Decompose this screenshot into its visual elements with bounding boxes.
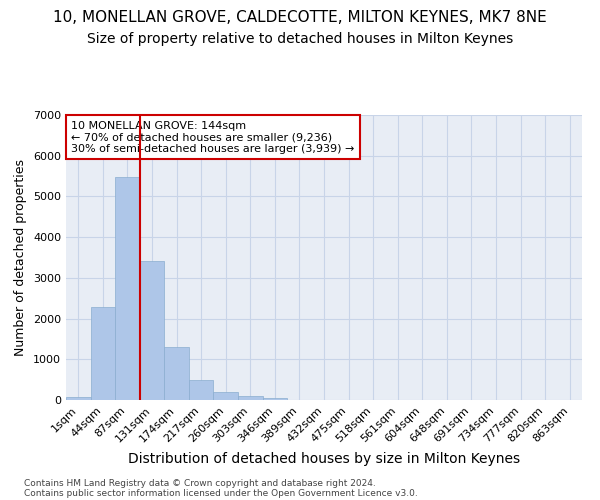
Bar [140,261,164,400]
Y-axis label: Number of detached properties: Number of detached properties [14,159,28,356]
Text: 10, MONELLAN GROVE, CALDECOTTE, MILTON KEYNES, MK7 8NE: 10, MONELLAN GROVE, CALDECOTTE, MILTON K… [53,10,547,25]
X-axis label: Distribution of detached houses by size in Milton Keynes: Distribution of detached houses by size … [128,452,520,466]
Bar [66,397,91,400]
Bar [238,396,263,400]
Bar [115,178,140,400]
Bar [214,392,238,400]
Bar [263,398,287,400]
Text: 10 MONELLAN GROVE: 144sqm
← 70% of detached houses are smaller (9,236)
30% of se: 10 MONELLAN GROVE: 144sqm ← 70% of detac… [71,120,355,154]
Bar [189,380,214,400]
Bar [91,307,115,400]
Text: Contains HM Land Registry data © Crown copyright and database right 2024.: Contains HM Land Registry data © Crown c… [24,478,376,488]
Bar [164,346,189,400]
Text: Contains public sector information licensed under the Open Government Licence v3: Contains public sector information licen… [24,488,418,498]
Text: Size of property relative to detached houses in Milton Keynes: Size of property relative to detached ho… [87,32,513,46]
